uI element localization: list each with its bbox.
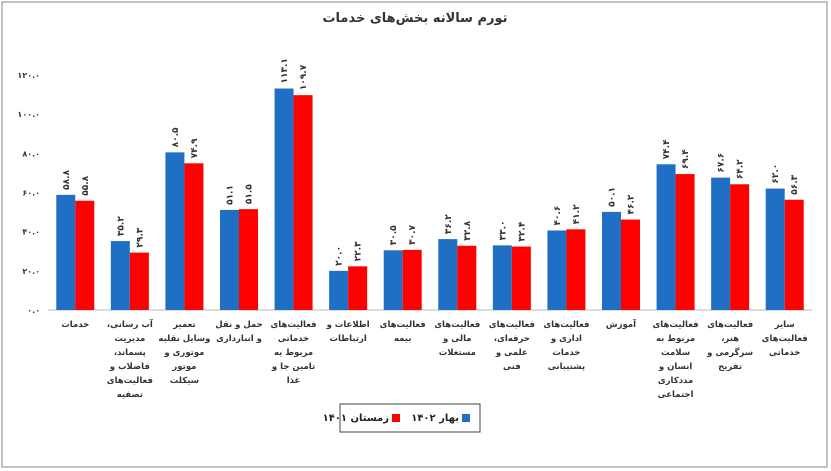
bar <box>602 211 621 310</box>
x-tick-label: فعالیت‌های هنر، سرگرمی و تفریح <box>707 320 754 372</box>
chart-title: تورم سالانه بخش‌های خدمات <box>322 11 507 26</box>
bar <box>165 152 185 310</box>
bar <box>402 249 422 310</box>
legend-swatch <box>392 414 400 422</box>
y-tick-label: ۰.۰ <box>27 306 40 315</box>
y-tick-label: ۲۰.۰ <box>22 267 40 276</box>
value-label: ۳۲.۴ <box>517 221 527 241</box>
bar <box>492 245 512 310</box>
value-label: ۶۴.۲ <box>736 159 746 179</box>
y-tick-label: ۱۰۰.۰ <box>17 110 40 119</box>
bar <box>566 229 586 310</box>
legend-box <box>339 403 481 433</box>
value-label: ۵۱.۱ <box>226 185 236 205</box>
x-tick-label: اطلاعات و ارتباطات <box>326 320 370 344</box>
y-tick-label: ۸۰.۰ <box>22 149 40 158</box>
legend-label: بهار ۱۴۰۲ <box>411 413 459 424</box>
x-tick-label: سایر فعالیت‌های خدماتی <box>761 320 808 358</box>
bar <box>730 184 750 310</box>
value-label: ۶۹.۴ <box>681 149 691 169</box>
bar <box>511 246 531 310</box>
bar <box>129 252 149 310</box>
value-label: ۷۴.۴ <box>662 139 672 159</box>
y-tick-label: ۶۰.۰ <box>22 189 40 198</box>
value-label: ۴۶.۲ <box>627 194 637 214</box>
bar <box>711 177 731 310</box>
x-tick-label: خدمات <box>61 320 90 330</box>
value-label: ۳۲.۸ <box>463 220 473 240</box>
value-label: ۵۱.۵ <box>245 184 255 204</box>
value-label: ۶۷.۶ <box>717 153 727 173</box>
bar <box>220 209 239 310</box>
bar <box>293 95 313 310</box>
x-tick-label: فعالیت‌های حرفه‌ای، علمی و فنی <box>488 320 535 372</box>
bar <box>239 209 258 310</box>
x-tick-label: فعالیت‌های مربوط به سلامت انسان و مددکار… <box>652 320 699 400</box>
value-label: ۲۲.۳ <box>354 241 364 261</box>
y-tick-label: ۱۲۰.۰ <box>17 71 40 80</box>
value-label: ۱۱۳.۱ <box>280 58 290 83</box>
bar <box>274 88 294 310</box>
value-label: ۳۰.۵ <box>389 225 399 245</box>
value-label: ۲۹.۳ <box>135 227 145 247</box>
x-tick-label: آب رسانی، مدیریت پسماند، فاضلاب و فعالیت… <box>106 320 153 400</box>
x-tick-label: فعالیت‌های خدماتی مربوط به تامین جا و غذ… <box>270 320 317 386</box>
bar <box>56 194 76 310</box>
value-label: ۳۳.۰ <box>498 220 508 240</box>
x-tick-label: فعالیت‌های بیمه <box>379 320 426 344</box>
legend-swatch <box>462 414 470 422</box>
value-label: ۵۰.۱ <box>608 187 618 207</box>
bar <box>329 270 349 310</box>
value-label: ۷۴.۹ <box>190 138 200 158</box>
bar <box>784 199 804 310</box>
legend-label: زمستان ۱۴۰۱ <box>322 413 389 424</box>
bar <box>184 163 204 310</box>
x-tick-label: فعالیت‌های اداری و خدمات پشتیبانی <box>543 320 590 372</box>
x-tick-label: آموزش <box>605 320 637 330</box>
bar <box>547 230 567 310</box>
value-label: ۳۰.۷ <box>408 224 418 244</box>
bar <box>75 200 95 310</box>
bar <box>348 266 368 310</box>
y-tick-label: ۴۰.۰ <box>22 228 40 237</box>
value-label: ۳۶.۲ <box>444 214 454 234</box>
bar <box>621 219 640 310</box>
value-label: ۱۰۹.۷ <box>299 64 309 90</box>
value-label: ۸۰.۵ <box>171 127 181 147</box>
value-label: ۶۲.۰ <box>771 164 781 184</box>
bar <box>457 245 477 310</box>
bar <box>383 250 403 310</box>
bar <box>675 174 695 310</box>
bar <box>765 188 785 310</box>
bar <box>438 239 458 310</box>
value-label: ۴۰.۶ <box>553 206 563 226</box>
value-label: ۳۵.۲ <box>116 216 126 236</box>
value-label: ۲۰.۰ <box>335 246 345 266</box>
value-label: ۵۸.۸ <box>62 169 72 189</box>
x-tick-label: حمل و نقل و انبارداری <box>215 320 263 344</box>
bar <box>656 164 676 310</box>
value-label: ۴۱.۲ <box>572 204 582 224</box>
bar <box>110 241 130 310</box>
x-tick-label: تعمیر وسایل نقلیه موتوری و موتور سیکلت <box>158 320 211 386</box>
x-tick-label: فعالیت‌های مالی و مستغلات <box>434 320 481 358</box>
value-label: ۵۵.۸ <box>81 175 91 195</box>
value-label: ۵۶.۳ <box>790 174 800 194</box>
